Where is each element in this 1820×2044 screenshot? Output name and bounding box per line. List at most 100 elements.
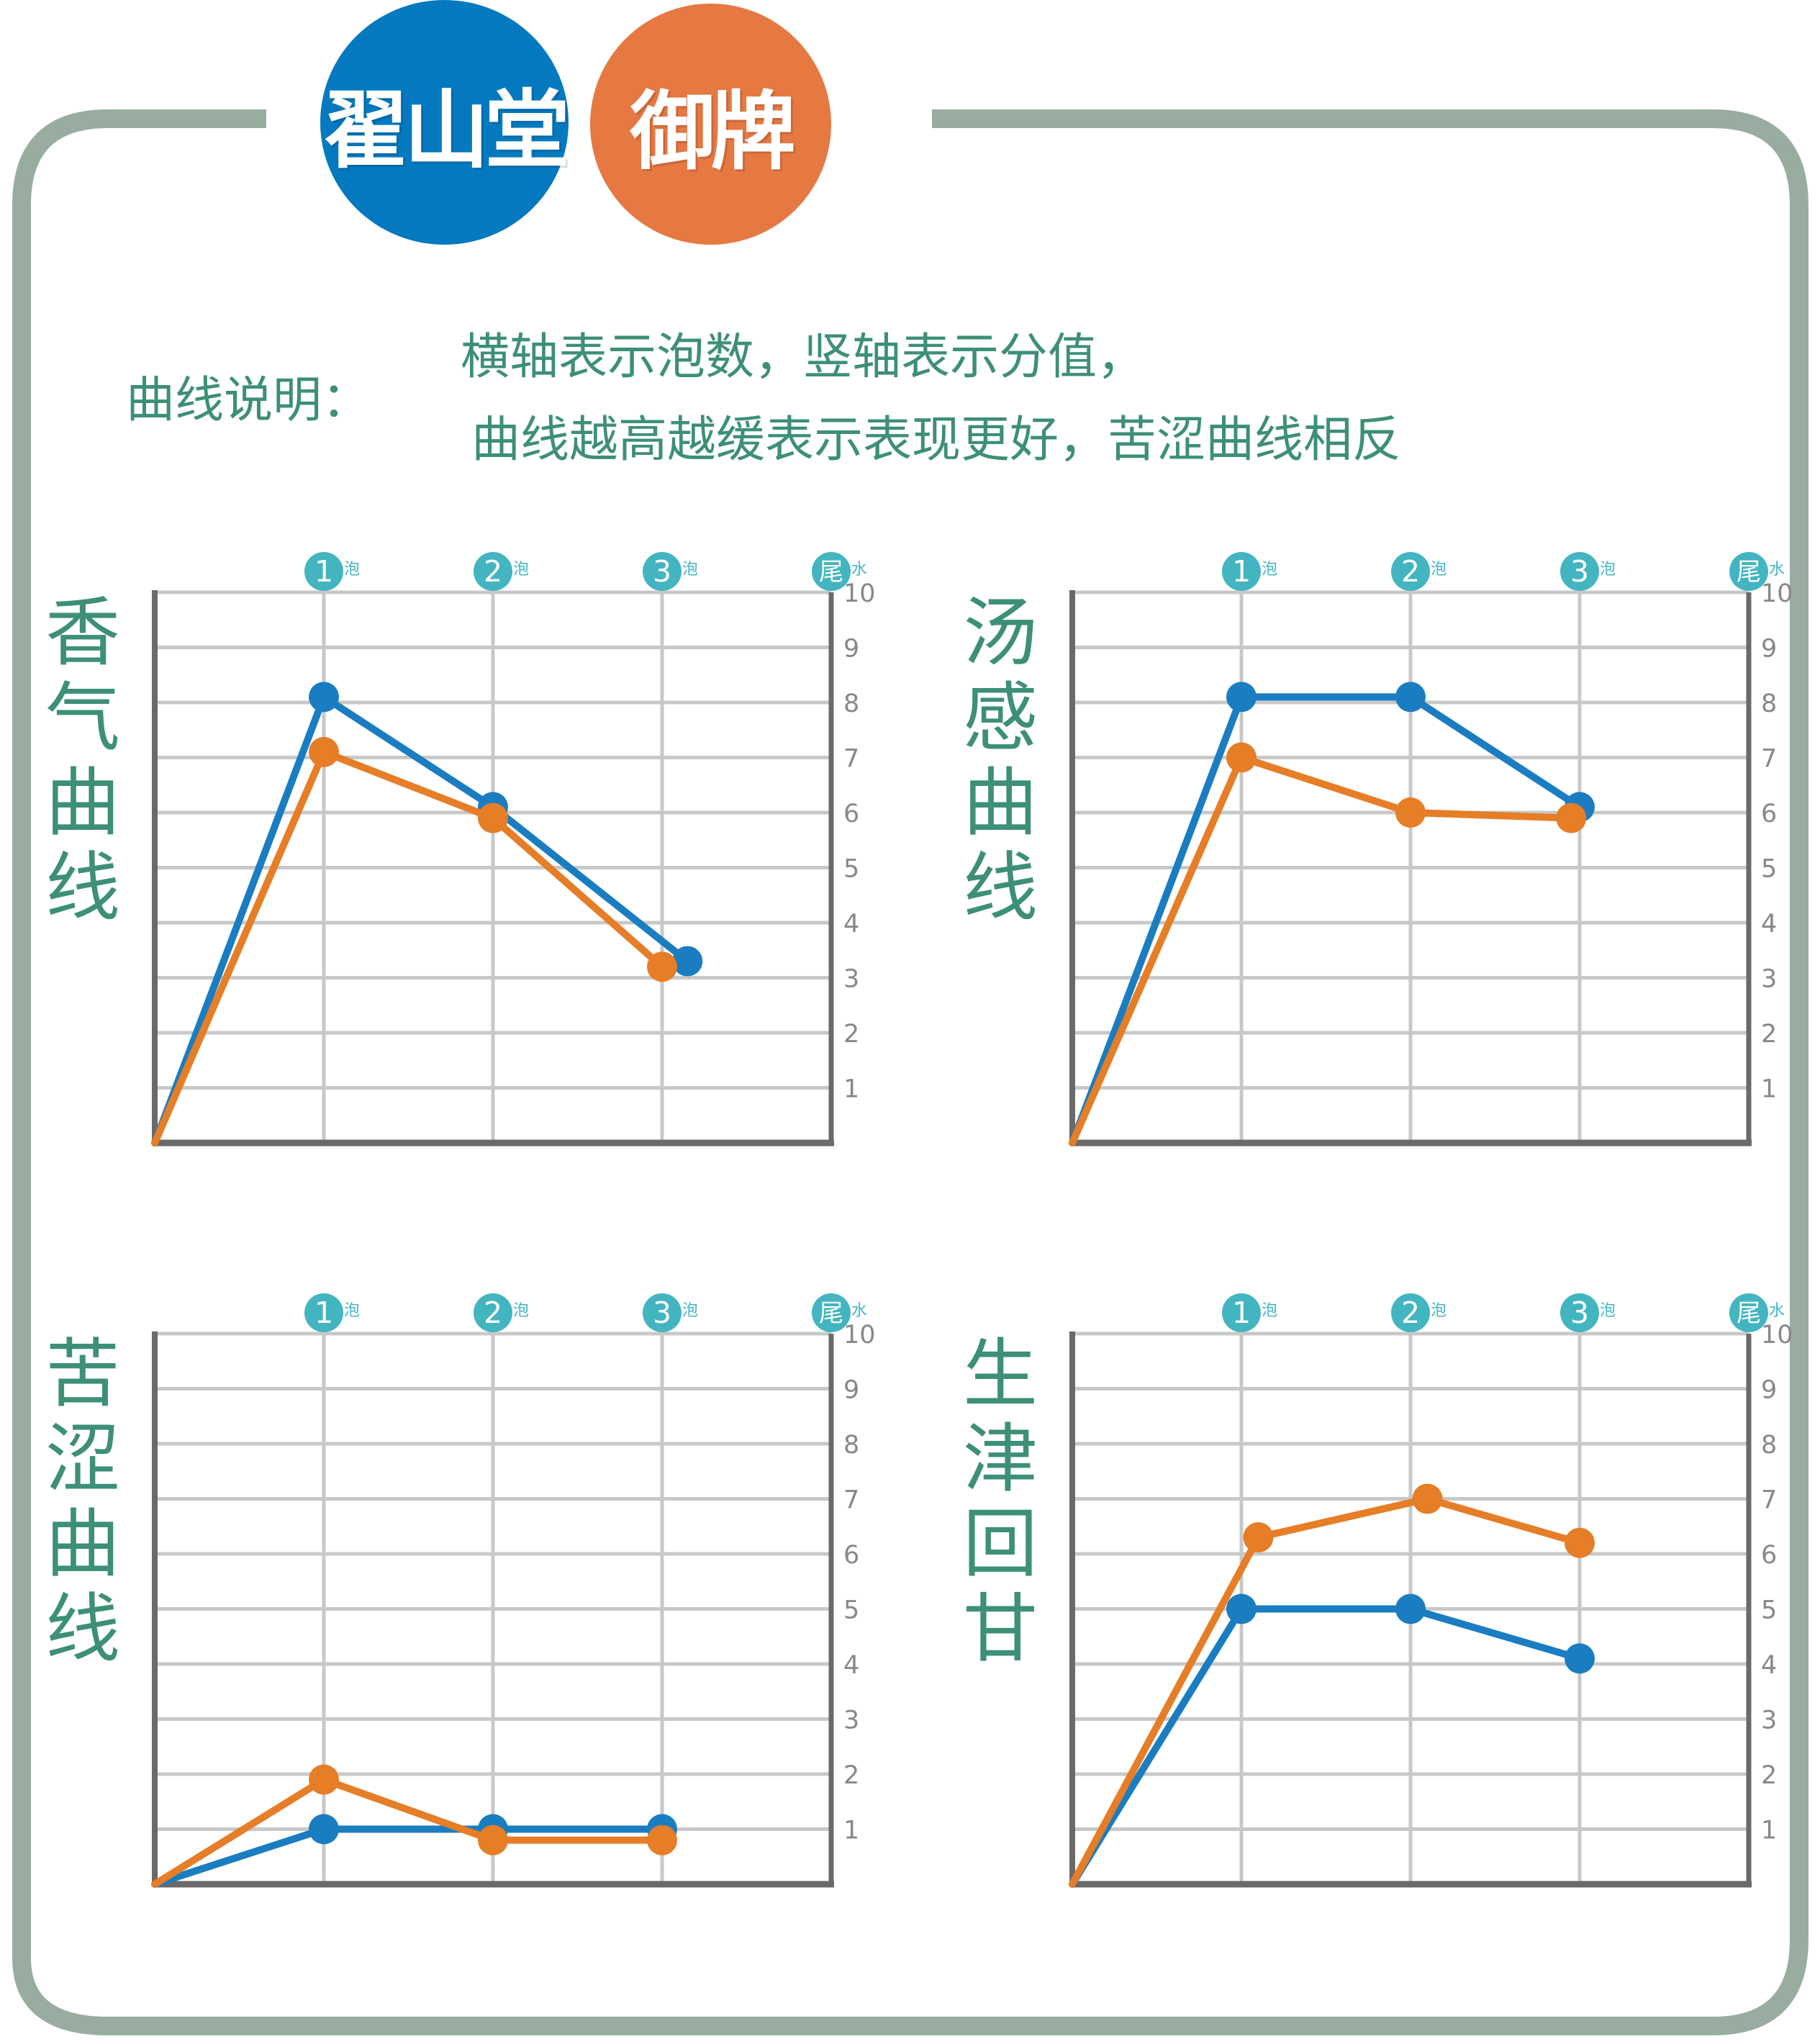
data-point-blue <box>1565 1643 1595 1674</box>
y-tick-label: 10 <box>843 579 876 608</box>
y-tick-label: 1 <box>843 1817 859 1845</box>
chart-aftertaste: 123456789101 泡 2 泡 3 泡尾水 <box>1069 1293 1793 1888</box>
round-badge-suffix: 泡 <box>1431 561 1447 579</box>
y-tick-label: 9 <box>1761 1376 1777 1405</box>
y-tick-label: 5 <box>1761 1596 1777 1625</box>
data-point-orange <box>1565 1527 1595 1558</box>
round-badge-label: 1 <box>1232 554 1251 589</box>
round-badge-label: 2 <box>484 554 502 589</box>
chart-title-mouthfeel: 汤 感 曲 线 <box>962 589 1038 931</box>
data-point-orange <box>647 1824 677 1855</box>
brand-logo-right-text: 御牌 <box>630 82 795 181</box>
chart-title-aftertaste: 生 津 回 甘 <box>962 1330 1038 1673</box>
round-badge-suffix: 水 <box>851 1302 867 1320</box>
round-badge-circle <box>474 1293 512 1332</box>
y-tick-label: 1 <box>1761 1075 1777 1104</box>
data-point-blue <box>1226 682 1257 713</box>
round-badge-circle <box>1222 1293 1261 1332</box>
y-tick-label: 2 <box>1761 1020 1777 1049</box>
round-badge-circle <box>812 1293 851 1332</box>
y-tick-label: 8 <box>843 689 859 718</box>
y-tick-label: 9 <box>843 1376 859 1405</box>
data-point-orange <box>478 802 508 833</box>
y-tick-label: 7 <box>1761 1486 1777 1515</box>
round-badge-suffix: 泡 <box>1431 1302 1447 1320</box>
data-point-blue <box>672 946 703 977</box>
round-badge-suffix: 泡 <box>1600 1302 1616 1320</box>
series-line-blue <box>1069 693 1583 1147</box>
round-badge-suffix: 水 <box>851 561 867 579</box>
legend-line-1: 横轴表示泡数，竖轴表示分值， <box>461 329 1146 386</box>
y-tick-label: 9 <box>843 635 859 664</box>
y-tick-label: 9 <box>1761 635 1777 664</box>
y-tick-label: 6 <box>1761 1541 1777 1570</box>
chart-title-bitterness: 苦 涩 曲 线 <box>45 1330 120 1673</box>
series-line-orange <box>1069 1495 1583 1888</box>
data-point-orange <box>478 1824 508 1855</box>
data-point-blue <box>1226 1593 1257 1624</box>
series-line-orange <box>151 748 666 1147</box>
y-tick-label: 2 <box>843 1020 859 1049</box>
y-tick-label: 8 <box>1761 1431 1777 1460</box>
round-badge-label: 尾 <box>819 558 843 587</box>
round-badge-circle <box>1560 552 1599 591</box>
round-badge-suffix: 水 <box>1769 561 1785 579</box>
round-badge-label: 尾 <box>1737 558 1761 587</box>
data-point-orange <box>1412 1483 1443 1514</box>
y-tick-label: 2 <box>1761 1761 1777 1790</box>
data-point-blue <box>309 1814 339 1845</box>
round-badge-label: 3 <box>653 554 671 589</box>
series-line-orange <box>151 1776 666 1888</box>
round-badge-circle <box>1222 552 1261 591</box>
series-line-orange <box>1069 754 1575 1147</box>
round-badge-label: 3 <box>1570 1295 1589 1330</box>
round-badge-suffix: 泡 <box>513 1302 529 1320</box>
brand-logo-left: 翟山堂 <box>320 0 570 245</box>
data-point-blue <box>1395 1593 1426 1624</box>
series-line-blue <box>1069 1605 1583 1888</box>
y-tick-label: 7 <box>843 1486 859 1515</box>
round-badge-circle <box>1391 1293 1430 1332</box>
y-tick-label: 1 <box>1761 1817 1777 1845</box>
round-badge-label: 1 <box>314 1295 333 1330</box>
round-badge-label: 3 <box>1570 554 1589 589</box>
brand-logo-left-text: 翟山堂 <box>323 80 569 180</box>
y-tick-label: 4 <box>1761 1651 1777 1680</box>
y-tick-label: 6 <box>1761 800 1777 828</box>
round-badge-label: 2 <box>1401 554 1420 589</box>
y-tick-label: 5 <box>1761 855 1777 884</box>
y-tick-label: 3 <box>1761 1706 1777 1735</box>
y-tick-label: 3 <box>843 965 859 994</box>
round-badge-circle <box>1729 1293 1768 1332</box>
round-badge-circle <box>474 552 512 591</box>
brand-logo-right: 御牌 <box>590 4 831 245</box>
round-badge-label: 1 <box>314 554 333 589</box>
chart-mouthfeel: 123456789101 泡 2 泡 3 泡尾水 <box>1069 552 1793 1147</box>
data-point-orange <box>309 736 339 767</box>
round-badge-suffix: 泡 <box>682 1302 698 1320</box>
y-tick-label: 1 <box>843 1075 859 1104</box>
round-badge-circle <box>304 552 343 591</box>
round-badge-label: 尾 <box>1737 1299 1761 1328</box>
y-tick-label: 10 <box>1761 579 1793 608</box>
data-point-blue <box>309 682 339 713</box>
y-tick-label: 8 <box>1761 689 1777 718</box>
data-point-orange <box>309 1764 339 1795</box>
round-badge-circle <box>643 552 682 591</box>
y-tick-label: 4 <box>843 1651 859 1680</box>
round-badge-suffix: 泡 <box>344 561 360 579</box>
round-badge-label: 2 <box>1401 1295 1420 1330</box>
y-tick-label: 5 <box>843 855 859 884</box>
y-tick-label: 7 <box>843 745 859 774</box>
chart-title-aroma: 香 气 曲 线 <box>45 589 120 931</box>
chart-bitterness: 123456789101 泡 2 泡 3 泡尾水 <box>151 1293 876 1888</box>
y-tick-label: 4 <box>843 910 859 939</box>
round-badge-suffix: 泡 <box>1262 561 1277 579</box>
round-badge-circle <box>1560 1293 1599 1332</box>
round-badge-suffix: 泡 <box>682 561 698 579</box>
round-badge-circle <box>304 1293 343 1332</box>
legend-line-2: 曲线越高越缓表示表现更好，苦涩曲线相反 <box>471 412 1402 469</box>
data-point-orange <box>1556 802 1587 833</box>
y-tick-label: 3 <box>843 1706 859 1735</box>
